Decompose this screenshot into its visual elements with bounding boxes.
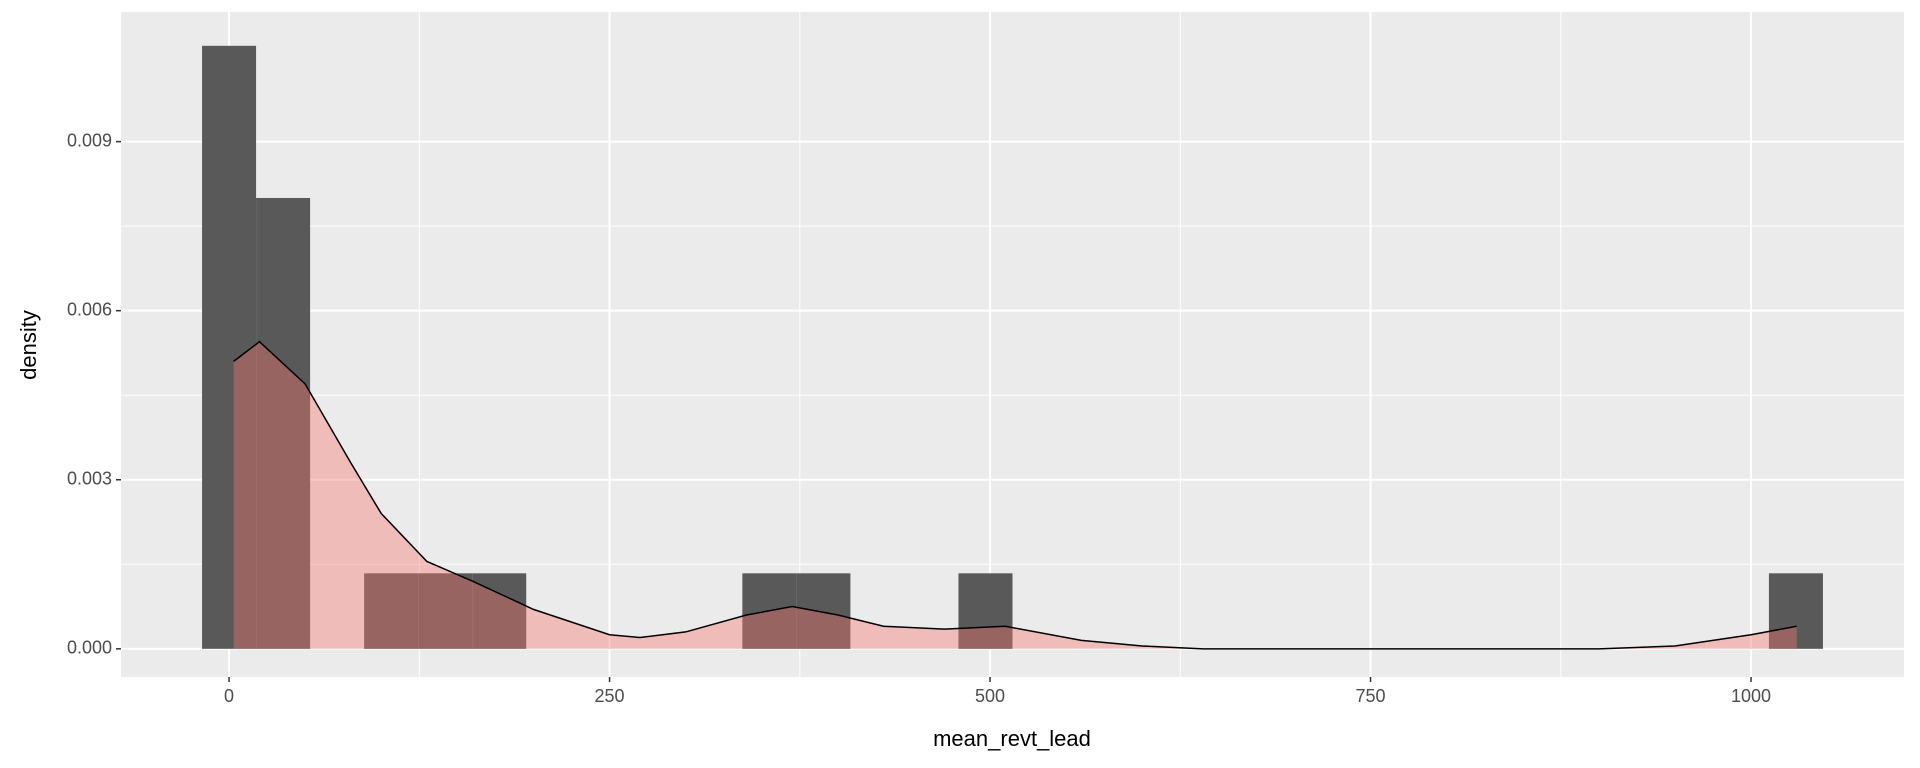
x-tick-label: 1000 — [1731, 686, 1771, 706]
y-tick-label: 0.003 — [67, 469, 112, 489]
x-tick-label: 500 — [975, 686, 1005, 706]
bar — [256, 197, 311, 649]
density-area — [233, 341, 1797, 649]
x-tick-label: 750 — [1356, 686, 1386, 706]
y-tick-label: 0.006 — [67, 299, 112, 319]
bar — [364, 573, 419, 649]
bar — [418, 573, 473, 649]
bar — [958, 573, 1013, 649]
x-tick-label: 0 — [224, 686, 234, 706]
bar — [796, 573, 851, 649]
x-tick-label: 250 — [595, 686, 625, 706]
panel — [121, 12, 1904, 677]
density-line — [233, 340, 1797, 650]
bar — [1768, 573, 1823, 649]
y-axis-title: density — [16, 310, 41, 380]
y-tick-label: 0.009 — [67, 130, 112, 150]
x-axis-title: mean_revt_lead — [933, 726, 1091, 751]
bar — [202, 45, 257, 649]
y-tick-label: 0.000 — [67, 638, 112, 658]
